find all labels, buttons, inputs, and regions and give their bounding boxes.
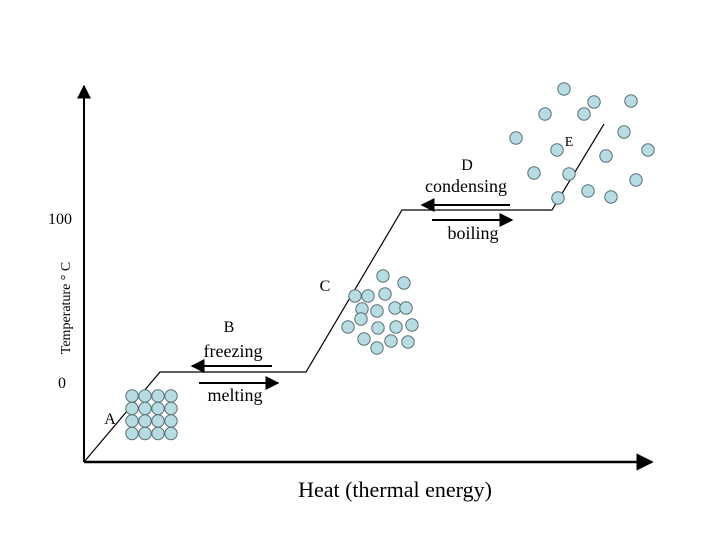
gas-particle [577,107,591,121]
gas-particle [551,191,565,205]
gas-particle [587,95,601,109]
liquid-particle [378,287,392,301]
liquid-particle [348,289,362,303]
liquid-particle [401,335,415,349]
liquid-particle [405,318,419,332]
label-boiling: boiling [447,223,498,243]
gas-particle [629,173,643,187]
solid-particles [125,389,178,441]
liquid-particles [341,269,419,355]
gas-particle [599,149,613,163]
gas-particle [538,107,552,121]
liquid-particle [354,312,368,326]
gas-particle [527,166,541,180]
solid-particle [151,414,165,428]
solid-particle [138,414,152,428]
label-a: A [104,411,116,428]
gas-particle [509,131,523,145]
liquid-particle [376,269,390,283]
liquid-particle [370,304,384,318]
liquid-particle [341,320,355,334]
label-b: B [224,319,235,336]
liquid-particle [361,289,375,303]
tick-label-100: 100 [48,211,72,228]
y-axis-label: Temperature ° C [59,262,74,354]
liquid-particle [357,332,371,346]
label-melting: melting [208,385,263,405]
solid-particle [125,414,139,428]
solid-particle [125,389,139,403]
liquid-particle [397,276,411,290]
solid-particle [151,401,165,416]
gas-particle [557,82,571,96]
gas-particle [624,94,638,108]
solid-particle [151,426,165,441]
label-freezing: freezing [204,341,263,361]
solid-particle [125,426,139,441]
solid-particle [164,389,178,403]
solid-particle [164,426,178,441]
label-c: C [320,278,331,295]
liquid-particle [399,301,413,315]
liquid-particle [389,320,403,334]
gas-particle [562,167,576,181]
gas-particles [509,82,655,205]
liquid-particle [384,334,398,348]
liquid-particle [371,321,385,335]
solid-particle [164,401,178,416]
solid-particle [138,401,152,416]
liquid-particle [370,341,384,355]
solid-particle [138,426,152,441]
solid-particle [138,389,152,403]
label-d: D [461,157,473,174]
tick-label-0: 0 [58,375,66,392]
label-condensing: condensing [425,176,507,196]
solid-particle [151,389,165,403]
gas-particle [604,190,618,204]
label-e: E [565,135,574,150]
solid-particle [125,401,139,416]
gas-particle [550,143,564,157]
gas-particle [581,184,595,198]
gas-particle [617,125,631,139]
gas-particle [641,143,655,157]
solid-particle [164,414,178,428]
x-axis-label: Heat (thermal energy) [298,477,492,502]
